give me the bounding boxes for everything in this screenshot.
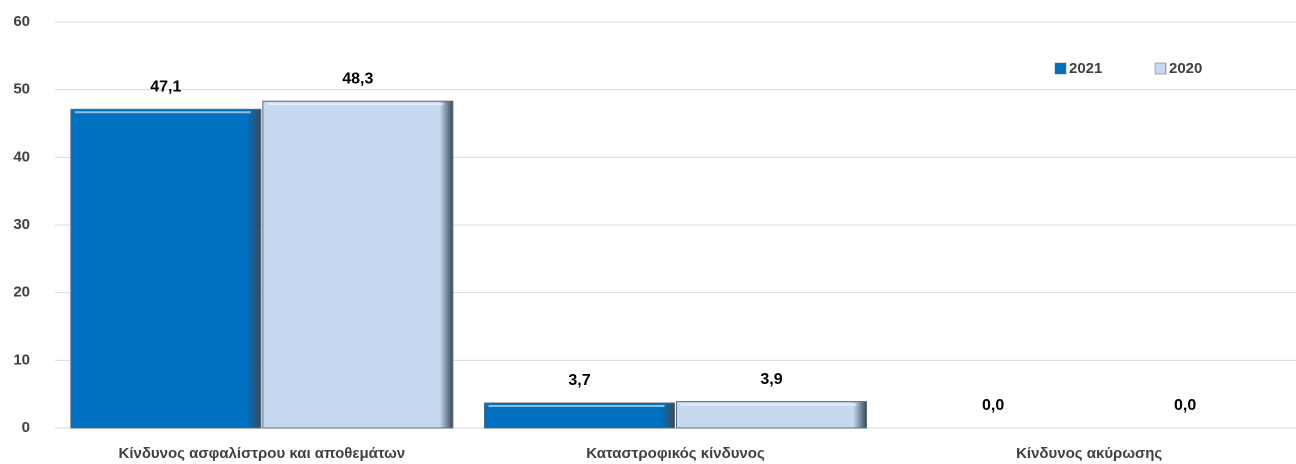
legend-swatch (1054, 62, 1067, 75)
legend-label: 2021 (1069, 60, 1102, 77)
x-tick-label: Καταστροφικός κίνδυνος (586, 445, 765, 462)
bar (262, 100, 454, 429)
y-tick-label: 30 (13, 216, 30, 233)
value-label: 0,0 (1174, 397, 1196, 414)
legend-label: 2020 (1169, 60, 1202, 77)
y-tick-label: 60 (13, 13, 30, 30)
bar (676, 401, 867, 429)
y-tick-label: 0 (22, 419, 30, 436)
bar (484, 402, 675, 429)
y-tick-label: 50 (13, 81, 30, 98)
x-tick-label: Κίνδυνος ακύρωσης (1016, 445, 1162, 462)
bar (70, 108, 262, 429)
value-label: 0,0 (982, 397, 1004, 414)
value-label: 3,7 (568, 372, 590, 389)
y-tick-label: 20 (13, 284, 30, 301)
value-label: 3,9 (760, 371, 782, 388)
y-tick-label: 10 (13, 351, 30, 368)
value-label: 48,3 (342, 70, 373, 87)
value-label: 47,1 (150, 79, 181, 96)
legend-swatch (1154, 62, 1167, 75)
x-tick-label: Κίνδυνος ασφαλίστρου και αποθεμάτων (118, 445, 405, 462)
y-tick-label: 40 (13, 148, 30, 165)
